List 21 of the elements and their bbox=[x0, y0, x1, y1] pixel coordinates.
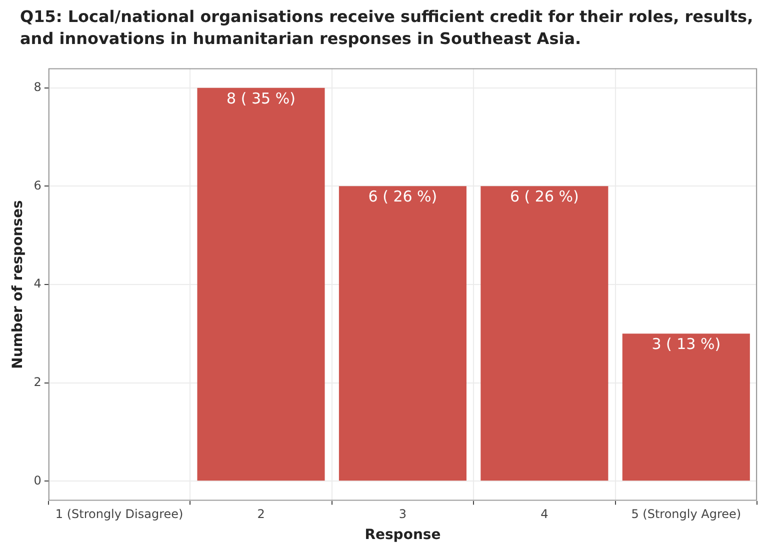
y-tick-label: 0 bbox=[34, 473, 42, 488]
bar bbox=[338, 186, 466, 481]
y-tick-label: 8 bbox=[34, 80, 42, 94]
x-tick-label: 2 bbox=[257, 507, 265, 522]
x-tick-label: 5 (Strongly Agree) bbox=[631, 507, 742, 522]
data-label: 6 ( 26 %) bbox=[368, 188, 438, 206]
y-tick-label: 4 bbox=[34, 276, 42, 291]
y-tick-label: 6 bbox=[34, 178, 42, 192]
x-tick-label: 1 (Strongly Disagree) bbox=[55, 507, 184, 522]
data-label: 6 ( 26 %) bbox=[510, 188, 579, 206]
y-tick-label: 2 bbox=[34, 374, 42, 389]
bar bbox=[197, 88, 325, 481]
x-axis-title: Response bbox=[364, 527, 441, 544]
chart-title: Q15: Local/national organisations receive sufficient credit for their roles, results, and innovations in humanitarian responses in Southeast Asia. bbox=[20, 6, 754, 50]
y-axis-title: Number of responses bbox=[10, 200, 26, 369]
x-tick-label: 4 bbox=[540, 507, 548, 522]
data-label: 8 ( 35 %) bbox=[226, 89, 296, 108]
data-label: 3 ( 13 %) bbox=[652, 335, 721, 354]
bar bbox=[622, 334, 750, 481]
x-tick-label: 3 bbox=[398, 507, 407, 522]
bar bbox=[480, 186, 608, 481]
